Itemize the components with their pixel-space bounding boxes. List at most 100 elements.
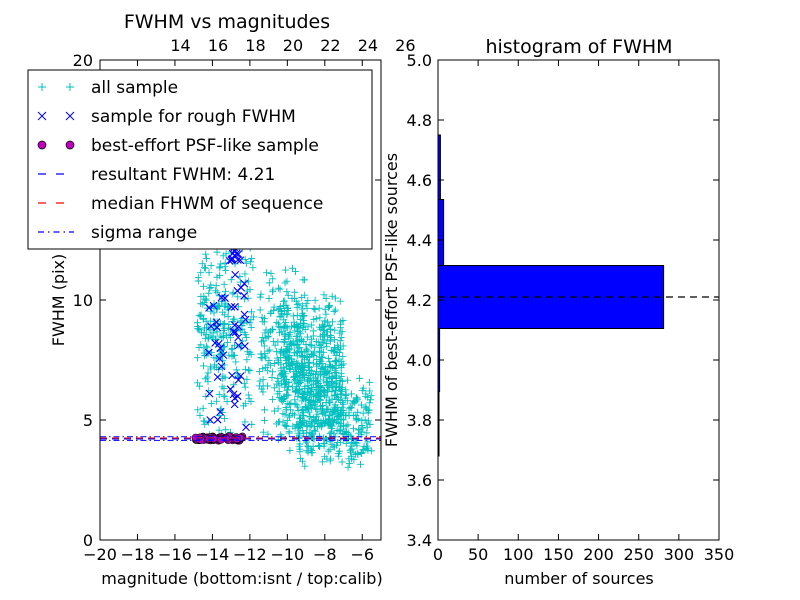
sample-point <box>298 353 306 361</box>
sample-point <box>200 264 208 272</box>
sample-point <box>289 264 297 272</box>
sample-point <box>344 463 352 471</box>
rough-point <box>205 303 213 312</box>
sample-point <box>322 406 330 414</box>
sample-point <box>367 392 375 400</box>
sample-point <box>338 328 346 336</box>
sample-point <box>313 405 321 413</box>
y-tick-label: 10 <box>73 291 93 310</box>
sample-point <box>323 378 331 386</box>
sample-point <box>256 306 264 314</box>
sample-point <box>301 325 309 333</box>
sample-point <box>303 422 311 430</box>
sample-point <box>213 397 221 405</box>
sample-point <box>199 315 207 323</box>
sample-point <box>291 388 299 396</box>
sample-point <box>326 336 334 344</box>
sample-point <box>220 384 228 392</box>
y-tick-label: 3.6 <box>407 471 432 490</box>
sample-point <box>276 312 284 320</box>
legend-item: median FHWM of sequence <box>38 194 323 214</box>
sample-point <box>232 358 240 366</box>
sample-point <box>358 401 366 409</box>
x-tick-label: 0 <box>433 545 443 564</box>
legend-marker <box>38 83 46 91</box>
sample-point <box>202 296 210 304</box>
sample-point <box>245 395 253 403</box>
sample-point <box>274 377 282 385</box>
sample-point <box>293 401 301 409</box>
sample-point <box>268 374 276 382</box>
x-tick-label: −8 <box>313 545 337 564</box>
legend-label: best-effort PSF-like sample <box>91 136 319 156</box>
sample-point <box>321 371 329 379</box>
sample-point <box>197 300 205 308</box>
sample-point <box>291 396 299 404</box>
sample-point <box>216 264 224 272</box>
sample-point <box>260 342 268 350</box>
scatter-y-label: FWHM (pix) <box>49 254 68 347</box>
rough-point <box>217 362 226 371</box>
sample-point <box>196 382 204 390</box>
sample-point <box>207 281 215 289</box>
sample-point <box>296 378 304 386</box>
sample-point <box>276 285 284 293</box>
legend-marker <box>65 140 75 150</box>
sample-point <box>335 452 343 460</box>
sample-point <box>276 323 284 331</box>
sample-point <box>194 274 202 282</box>
sample-point <box>299 361 307 369</box>
sample-point <box>327 362 335 370</box>
sample-point <box>324 354 332 362</box>
sample-point <box>301 462 309 470</box>
sample-point <box>287 399 295 407</box>
legend-label: sample for rough FWHM <box>91 107 296 127</box>
sample-point <box>249 264 257 272</box>
sample-point <box>290 349 298 357</box>
sample-point <box>201 334 209 342</box>
sample-point <box>318 331 326 339</box>
scatter-title: FWHM vs magnitudes <box>124 11 330 33</box>
sample-point <box>280 335 288 343</box>
sample-point <box>307 342 315 350</box>
sample-point <box>224 324 232 332</box>
sample-point <box>316 348 324 356</box>
sample-point <box>207 332 215 340</box>
sample-point <box>342 391 350 399</box>
sample-point <box>330 430 338 438</box>
sample-point <box>360 442 368 450</box>
sample-point <box>317 325 325 333</box>
sample-point <box>269 288 277 296</box>
sample-point <box>216 332 224 340</box>
sample-point <box>230 381 238 389</box>
sample-point <box>312 405 320 413</box>
sample-point <box>322 310 330 318</box>
sample-point <box>218 334 226 342</box>
sample-point <box>225 320 233 328</box>
rough-point <box>233 286 242 295</box>
sample-point <box>290 318 298 326</box>
sample-point <box>275 394 283 402</box>
sample-point <box>281 394 289 402</box>
sample-point <box>222 332 230 340</box>
sample-point <box>326 446 334 454</box>
sample-point <box>197 293 205 301</box>
rough-point <box>240 279 249 288</box>
sample-point <box>306 413 314 421</box>
sample-point <box>296 454 304 462</box>
scatter-ticks: −20−18−16−14−12−10−8−6051015201416182022… <box>73 36 416 564</box>
sample-point <box>201 324 209 332</box>
sample-point <box>200 362 208 370</box>
sample-point <box>303 333 311 341</box>
sample-point <box>345 412 353 420</box>
sample-point <box>357 460 365 468</box>
sample-point <box>302 403 310 411</box>
sample-point <box>246 367 254 375</box>
sample-point <box>243 318 251 326</box>
legend-item: best-effort PSF-like sample <box>37 136 319 156</box>
sample-point <box>213 328 221 336</box>
sample-point <box>311 343 319 351</box>
legend-marker <box>37 111 47 121</box>
sample-point <box>366 378 374 386</box>
legend: all sample sample for rough FWHM best-effo… <box>27 69 373 250</box>
